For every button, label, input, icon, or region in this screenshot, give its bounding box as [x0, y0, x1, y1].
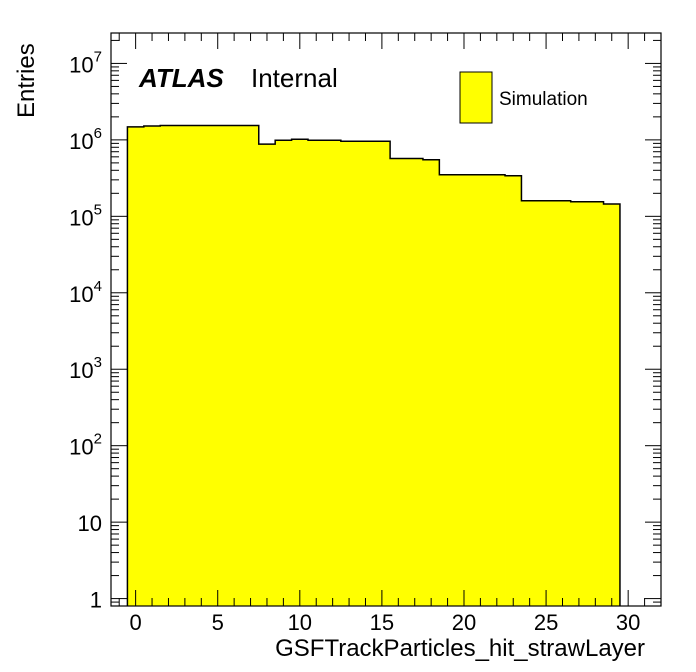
- legend: Simulation: [459, 71, 588, 124]
- y-tick-label: 102: [69, 431, 102, 460]
- histogram-bar: [340, 141, 358, 606]
- histogram-bar: [488, 174, 506, 606]
- y-tick-label: 103: [69, 354, 102, 383]
- legend-swatch-simulation: [459, 71, 493, 124]
- histogram-bar: [324, 140, 342, 606]
- histogram-bar: [193, 125, 210, 606]
- y-tick-label: 105: [69, 201, 102, 230]
- x-tick-label: 15: [370, 610, 394, 635]
- histogram-bar: [603, 203, 621, 606]
- histogram-bar: [209, 125, 227, 606]
- plot-frame: [110, 32, 662, 607]
- histogram-bar: [505, 175, 522, 606]
- histogram-bars: [127, 125, 621, 607]
- histogram-bar: [570, 201, 588, 606]
- histogram-bar: [357, 141, 375, 606]
- histogram-bar: [225, 125, 243, 606]
- histogram-bar: [422, 159, 440, 606]
- histogram-bar: [406, 158, 424, 606]
- histogram-bar: [587, 201, 604, 606]
- y-tick-label: 104: [69, 278, 102, 307]
- x-tick-labels: 0 5 10 15 20 25 30: [130, 610, 641, 635]
- histogram-bar: [258, 144, 276, 607]
- histogram-bar: [373, 141, 391, 606]
- x-tick-label: 25: [534, 610, 558, 635]
- y-tick-label: 10: [78, 511, 102, 536]
- histogram-bar: [472, 174, 490, 606]
- legend-label-simulation: Simulation: [499, 89, 588, 110]
- y-tick-labels: 1 10 102 103 104 105 106 107: [69, 48, 102, 612]
- histogram-bar: [176, 125, 194, 606]
- histogram-outline: [126, 124, 621, 606]
- histogram-bar: [127, 126, 145, 606]
- histogram-bar: [521, 200, 539, 606]
- y-axis-title: Entries: [13, 43, 40, 118]
- x-tick-label: 30: [616, 610, 640, 635]
- y-tick-label: 1: [90, 588, 102, 613]
- x-tick-label: 20: [452, 610, 476, 635]
- x-tick-label: 5: [212, 610, 224, 635]
- histogram-bar: [439, 174, 457, 606]
- histogram-bar: [291, 139, 309, 606]
- x-tick-label: 10: [288, 610, 312, 635]
- histogram-bar: [160, 125, 178, 606]
- internal-label: Internal: [251, 63, 338, 93]
- histogram-bar: [455, 174, 473, 606]
- atlas-label: ATLAS: [138, 63, 224, 93]
- histogram-bar: [242, 125, 260, 606]
- histogram-bar: [537, 200, 555, 606]
- histogram-bar: [390, 158, 407, 606]
- histogram-bar: [143, 125, 161, 607]
- histogram-bar: [554, 200, 572, 606]
- axis-ticks: [111, 33, 662, 607]
- x-tick-label: 0: [130, 610, 142, 635]
- histogram-bar: [275, 140, 292, 606]
- x-axis-title: GSFTrackParticles_hit_strawLayer: [275, 635, 645, 662]
- y-tick-label: 107: [69, 48, 102, 77]
- histogram-bar: [308, 140, 325, 606]
- y-tick-label: 106: [69, 125, 102, 154]
